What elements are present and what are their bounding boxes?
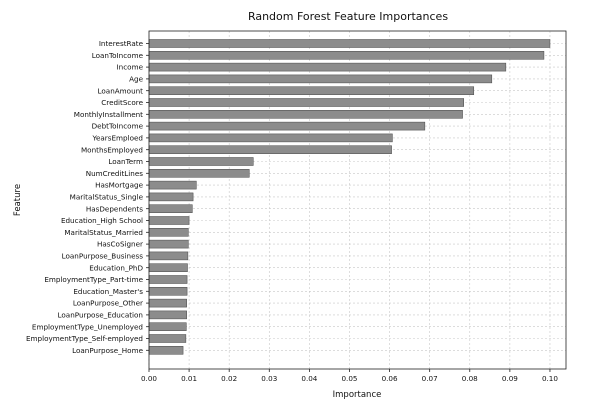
y-axis-label: Feature [13, 184, 23, 216]
category-label: HasDependents [86, 204, 143, 213]
bar [148, 239, 189, 249]
x-tick-label: 0.08 [462, 374, 478, 383]
bar [148, 275, 188, 284]
bar [148, 310, 187, 320]
bar [148, 169, 250, 178]
bar [148, 145, 392, 154]
category-labels: InterestRate LoanToIncome Income Age LoanAmo… [26, 39, 149, 355]
category-label: Education_Master's [73, 287, 143, 296]
x-tick-label: 0.02 [221, 374, 237, 383]
category-label: Age [129, 75, 143, 84]
bar [148, 334, 187, 343]
bar [148, 98, 465, 107]
bar [148, 62, 507, 72]
category-label: EmploymentType_Unemployed [32, 322, 143, 331]
category-label: MaritalStatus_Single [70, 193, 144, 202]
bar [148, 346, 184, 355]
category-label: EmploymentType_Part-time [44, 275, 143, 284]
x-tick-label: 0.07 [422, 374, 438, 383]
category-label: LoanAmount [98, 86, 144, 95]
plot-frame [148, 30, 567, 370]
bar [148, 263, 188, 272]
category-label: DebtToIncome [92, 122, 144, 131]
bar [148, 121, 426, 131]
category-label: HasMortgage [95, 181, 143, 190]
category-label: YearsEmploed [92, 134, 143, 143]
category-label: LoanToIncome [92, 51, 144, 60]
category-label: CreditScore [101, 98, 143, 107]
bar [148, 251, 189, 261]
bar [148, 204, 193, 213]
category-label: HasCoSigner [97, 240, 143, 249]
bar [148, 192, 194, 202]
bar [148, 287, 188, 296]
bar [148, 298, 187, 308]
bar [148, 322, 187, 331]
category-label: EmploymentType_Self-employed [26, 334, 143, 343]
category-label: MaritalStatus_Married [64, 228, 143, 237]
x-tick-labels: 0.00 0.01 0.02 0.03 0.04 0.05 0.06 0.07 0.08 0.09… [141, 369, 558, 383]
x-tick-label: 0.00 [141, 374, 157, 383]
category-label: MonthsEmployed [81, 145, 143, 154]
bar [148, 180, 197, 190]
bar [148, 51, 545, 60]
x-tick-label: 0.10 [542, 374, 558, 383]
category-label: Education_High School [61, 216, 143, 225]
bars [148, 39, 551, 355]
category-label: Income [117, 63, 144, 72]
bar [148, 228, 189, 237]
x-tick-label: 0.09 [502, 374, 518, 383]
category-label: MonthlyInstallment [74, 110, 143, 119]
bar [148, 157, 254, 166]
x-tick-label: 0.03 [261, 374, 277, 383]
x-tick-label: 0.01 [181, 374, 197, 383]
category-label: LoanPurpose_Business [62, 252, 144, 261]
category-label: Education_PhD [89, 263, 143, 272]
bar [148, 133, 393, 143]
bar [148, 39, 551, 48]
category-label: InterestRate [99, 39, 144, 48]
bar [148, 216, 190, 225]
category-label: LoanPurpose_Home [72, 346, 143, 355]
bar [148, 86, 475, 95]
chart-title: Random Forest Feature Importances [248, 10, 448, 23]
category-label: LoanTerm [108, 157, 143, 166]
category-label: NumCreditLines [86, 169, 144, 178]
x-tick-label: 0.06 [382, 374, 398, 383]
category-label: LoanPurpose_Other [73, 299, 143, 308]
bar [148, 74, 493, 84]
bar [148, 110, 463, 119]
x-axis-label: Importance [333, 390, 382, 400]
category-label: LoanPurpose_Education [58, 311, 143, 320]
x-tick-label: 0.04 [301, 374, 317, 383]
x-tick-label: 0.05 [341, 374, 357, 383]
